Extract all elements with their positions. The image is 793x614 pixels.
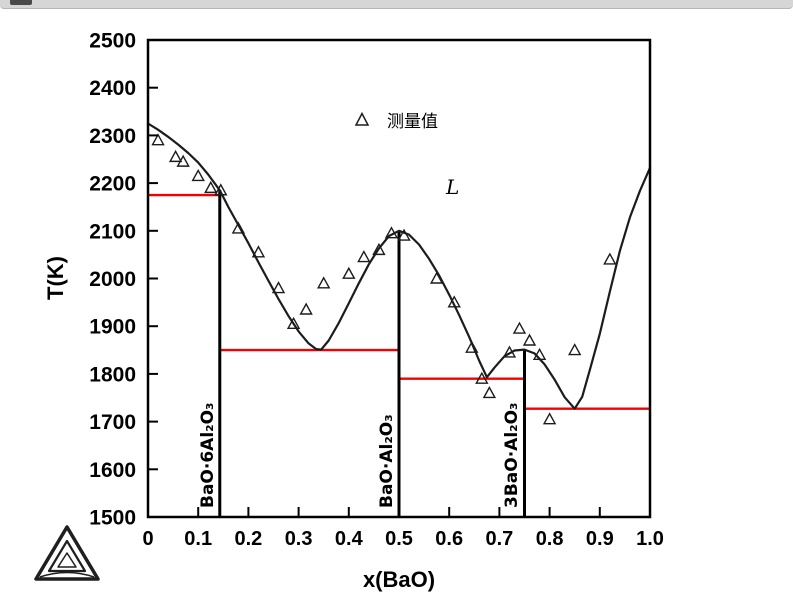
x-tick-label: 0.9 (586, 528, 614, 550)
liquidus-curve (146, 122, 652, 410)
plot-border (146, 38, 652, 519)
legend: 测量值 (354, 111, 438, 132)
y-tick-label: 1600 (89, 459, 136, 482)
measured-point-marker (384, 226, 399, 239)
compound-label-BaO-Al2O3: BaO·Al₂O₃ (377, 414, 397, 508)
measured-point-marker (522, 333, 537, 346)
measured-point-marker (286, 316, 301, 330)
y-tick-label: 2200 (89, 173, 136, 196)
x-tick-label: 0.1 (184, 528, 212, 550)
measured-point-marker (603, 252, 617, 265)
window-top-bar-notch (10, 0, 32, 5)
x-tick-label: 0.2 (234, 528, 262, 550)
thermocalc-triangle-logo (34, 525, 100, 581)
x-tick-label: 0 (142, 528, 153, 550)
liquid-region-label: L (445, 175, 459, 199)
measured-point-marker (204, 180, 218, 194)
measured-point-marker (271, 281, 286, 294)
x-tick-label: 0.3 (285, 528, 313, 550)
measured-point-marker (532, 347, 547, 361)
x-tick-label: 0.6 (435, 528, 463, 550)
legend-label: 测量值 (387, 112, 438, 132)
measured-point-marker (482, 386, 497, 399)
measured-point-marker (372, 242, 386, 256)
measured-point-marker (251, 245, 266, 258)
measured-point-marker (231, 221, 246, 234)
y-tick-label: 2400 (89, 77, 136, 100)
measured-point-marker (357, 250, 371, 263)
triangle-marker-icon (354, 111, 370, 126)
measured-point-marker (191, 168, 205, 182)
measured-point-marker (151, 133, 165, 146)
measured-point-marker (568, 343, 582, 356)
compound-label-BaO-6Al2O3: BaO·6Al₂O₃ (198, 403, 218, 509)
measured-point-marker (502, 345, 517, 358)
y-tick-label: 2100 (89, 220, 136, 243)
x-tick-label: 0.4 (335, 528, 364, 550)
y-tick-label: 2500 (89, 30, 136, 53)
y-tick-label: 1900 (89, 316, 136, 339)
plot-layer: 1500 1600 1700 1800 1900 2000 2100 2200 2300 2400… (89, 30, 664, 551)
y-tick-label: 2000 (89, 268, 136, 291)
x-tick-label: 0.7 (485, 528, 513, 550)
measured-point-marker (465, 340, 479, 353)
window-top-bar (0, 0, 793, 9)
y-axis-title: T(K) (43, 256, 68, 300)
measured-point-marker (214, 183, 228, 196)
x-axis-title: x(BaO) (363, 567, 435, 592)
measured-point-marker (429, 271, 444, 284)
measured-point-marker (176, 154, 190, 167)
y-tick-label: 1500 (89, 507, 136, 530)
x-tick-label: 1.0 (636, 528, 664, 550)
measured-point-marker (317, 276, 331, 289)
y-tick-label: 1700 (89, 411, 136, 434)
measured-point-marker (512, 321, 527, 334)
measured-point-marker (168, 149, 183, 163)
measured-point-marker (342, 266, 356, 279)
x-tick-label: 0.5 (385, 528, 413, 550)
compound-label-3BaO-Al2O3: 3BaO·Al₂O₃ (502, 403, 522, 509)
y-tick-label: 2300 (89, 125, 136, 148)
measured-point-marker (397, 228, 411, 241)
measured-point-marker (475, 371, 489, 384)
measured-point-marker (542, 412, 557, 425)
measured-point-marker (299, 302, 313, 315)
measured-point-marker (447, 295, 461, 308)
x-tick-label: 0.8 (536, 528, 564, 550)
y-tick-label: 1800 (89, 363, 136, 386)
